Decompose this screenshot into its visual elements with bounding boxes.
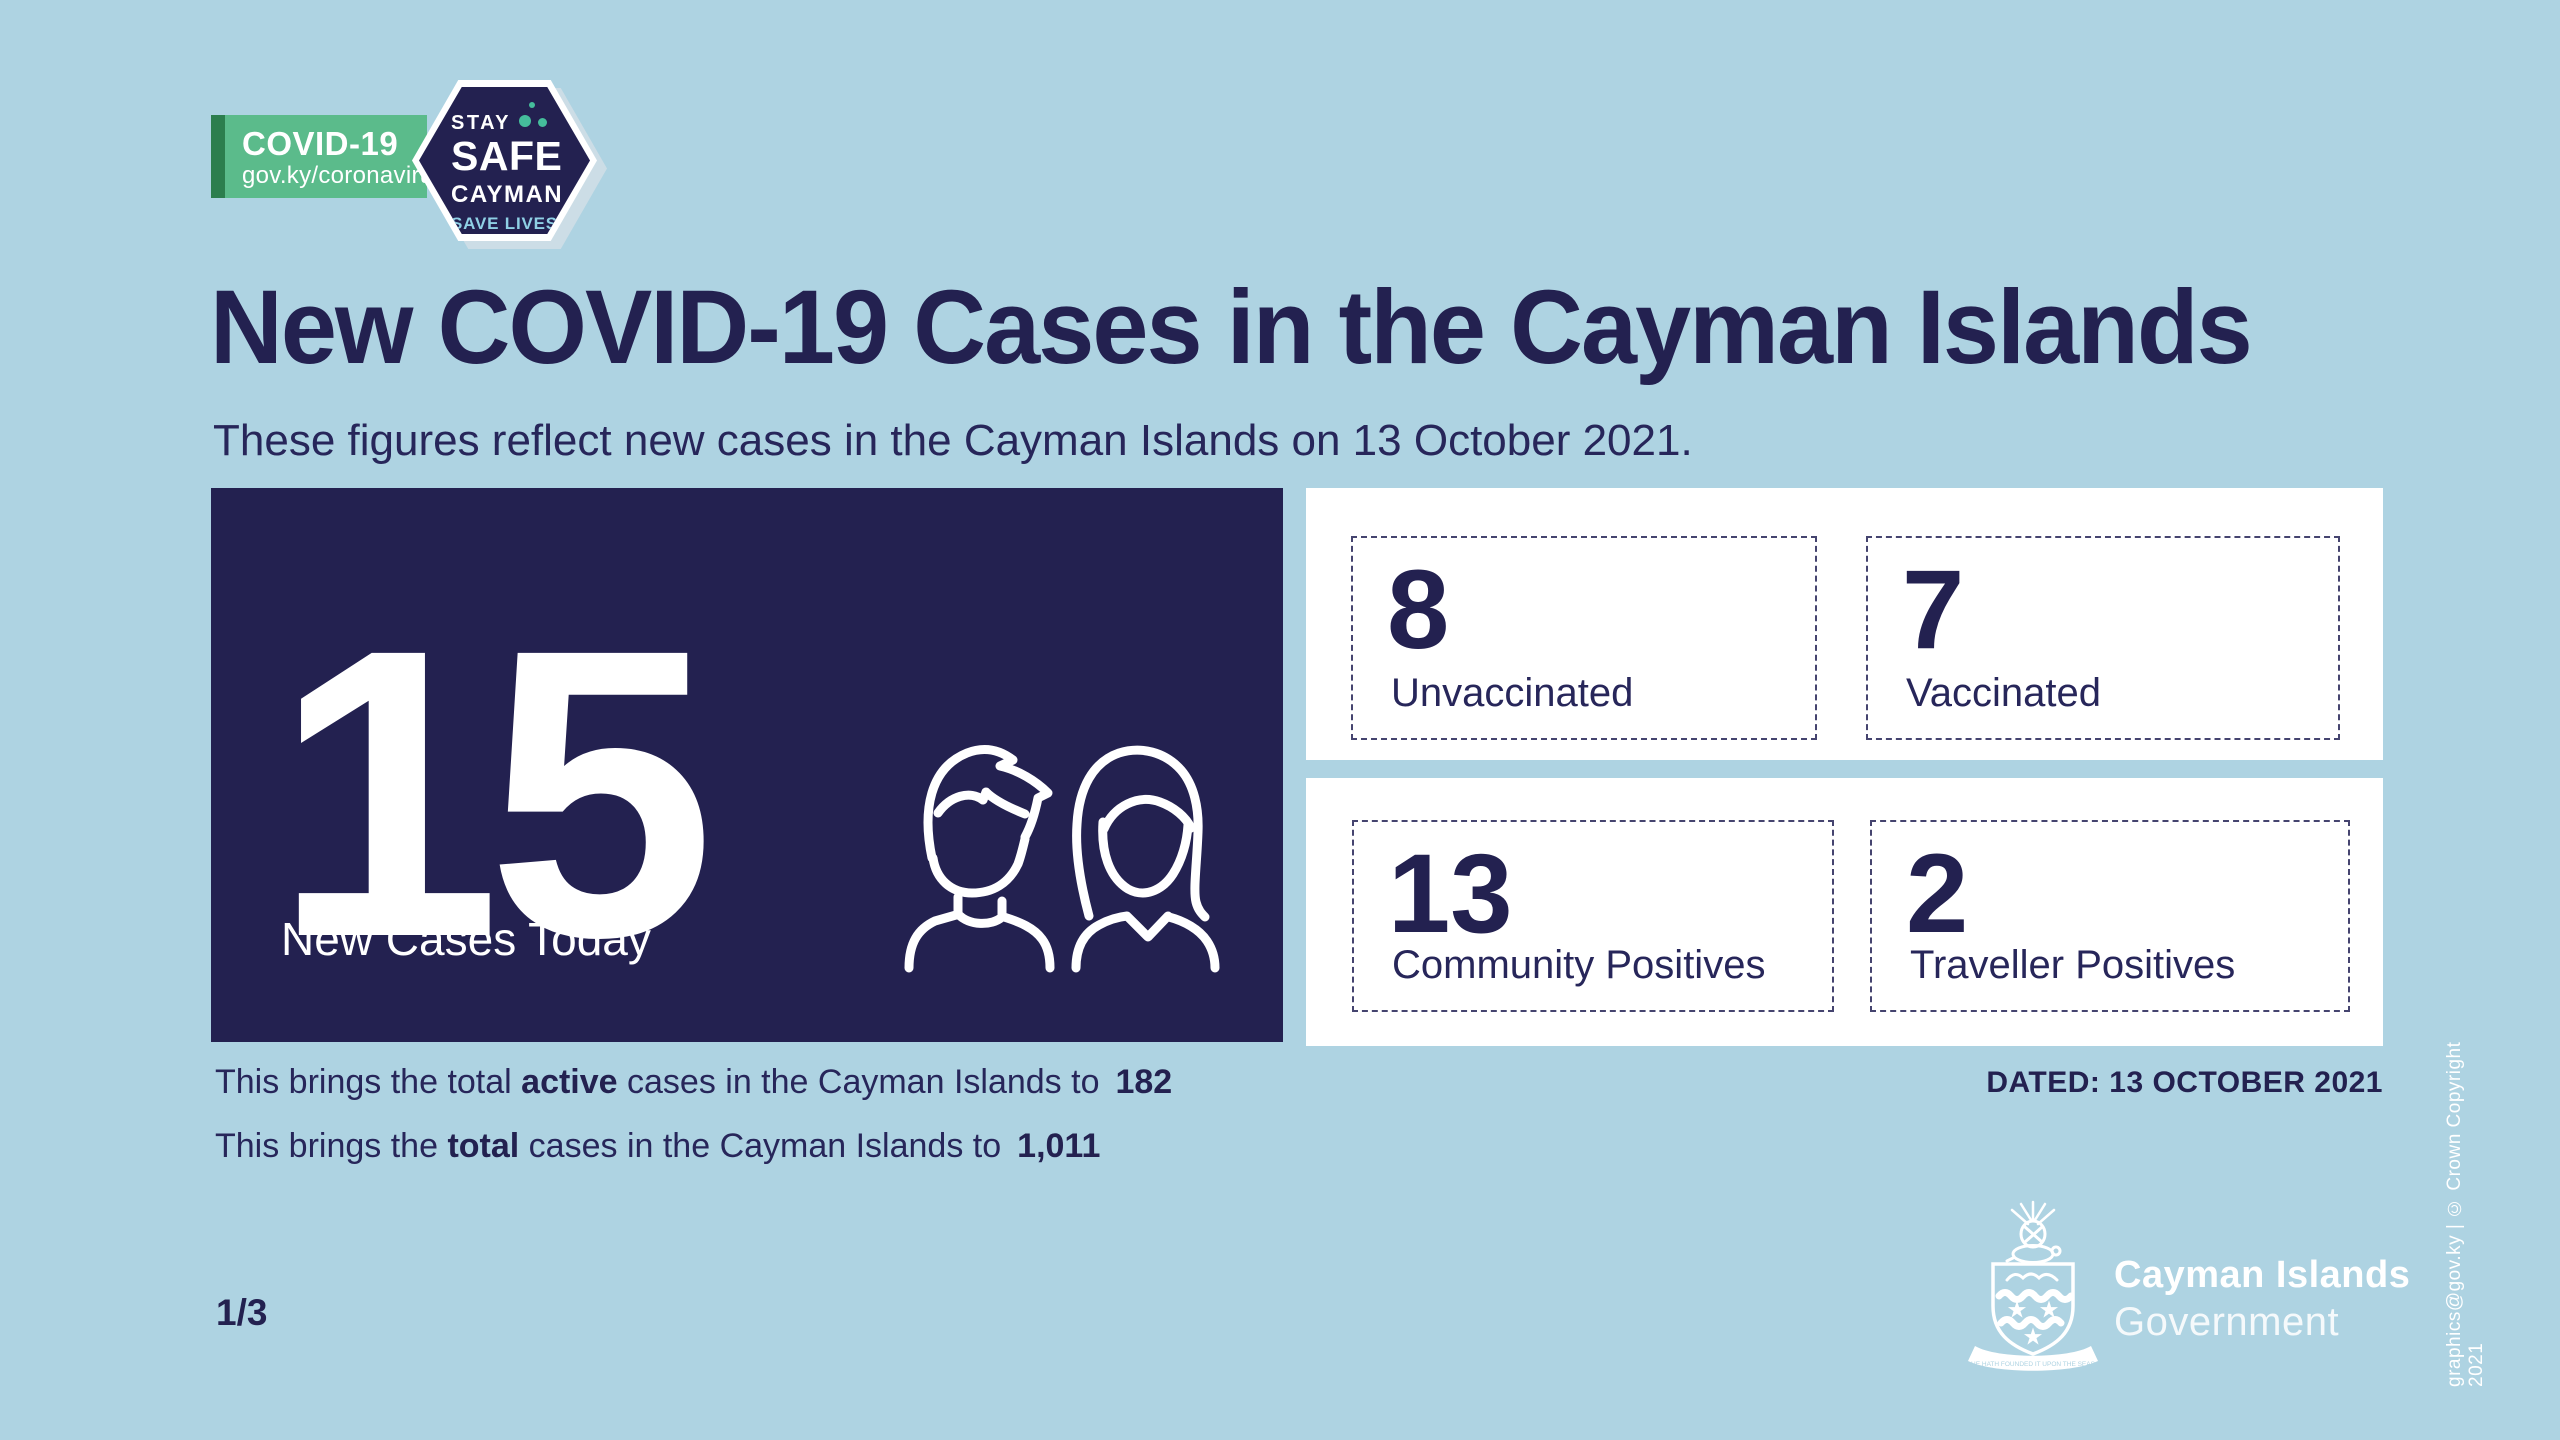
government-wordmark-line2: Government [2114, 1299, 2340, 1344]
people-icon [904, 745, 1220, 973]
stat-card-vaccinated: 7 Vaccinated [1866, 536, 2340, 740]
positives-stats-panel: 13 Community Positives 2 Traveller Posit… [1306, 778, 2383, 1046]
stat-value: 8 [1387, 547, 1450, 672]
bubble-dot-icon [538, 118, 547, 127]
page-indicator: 1/3 [216, 1292, 268, 1333]
bubble-dot-icon [529, 102, 535, 108]
vaccination-stats-panel: 8 Unvaccinated 7 Vaccinated [1306, 488, 2383, 760]
new-cases-value: 15 [273, 564, 715, 1022]
bubble-dot-icon [519, 115, 531, 127]
crest-motto: HE HATH FOUNDED IT UPON THE SEAS [1971, 1361, 2096, 1368]
all-cases-total: 1,011 [1017, 1127, 1101, 1165]
copyright-vertical-text: graphics@gov.ky | © Crown Copyright 2021 [2444, 1041, 2487, 1387]
stat-value: 7 [1902, 547, 1965, 672]
banner-fold-edge [211, 115, 225, 198]
summary-text: cases in the Cayman Islands to [519, 1127, 1002, 1165]
active-cases-total: 182 [1115, 1063, 1173, 1101]
badge-line-safe: SAFE [451, 133, 563, 179]
stay-safe-cayman-badge: STAY SAFE CAYMAN SAVE LIVES [412, 80, 597, 241]
new-cases-hero-card: 15 New Cases Today [211, 488, 1283, 1042]
active-cases-summary: This brings the total active cases in th… [215, 1063, 1172, 1102]
summary-text: This brings the [215, 1127, 448, 1165]
hexagon-outline: STAY SAFE CAYMAN SAVE LIVES [412, 80, 597, 241]
summary-bold: total [447, 1127, 520, 1165]
stat-label: Vaccinated [1906, 671, 2101, 715]
page-subtitle: These figures reflect new cases in the C… [213, 416, 1693, 465]
banner-url: gov.ky/coronavirus [242, 162, 446, 189]
dated-stamp: DATED: 13 OCTOBER 2021 [1986, 1066, 2383, 1099]
badge-line-stay: STAY [451, 112, 512, 134]
page-title: New COVID-19 Cases in the Cayman Islands [210, 269, 2253, 386]
stat-label: Unvaccinated [1391, 671, 1634, 715]
summary-bold: active [521, 1063, 618, 1101]
government-wordmark: Cayman Islands Government [2114, 1252, 2410, 1344]
badge-text-block: STAY SAFE CAYMAN SAVE LIVES [451, 113, 563, 232]
total-cases-summary: This brings the total cases in the Cayma… [215, 1127, 1100, 1166]
stat-label: Traveller Positives [1910, 943, 2236, 987]
new-cases-label: New Cases Today [281, 913, 651, 965]
stat-value: 13 [1388, 831, 1513, 956]
cayman-coat-of-arms-icon: HE HATH FOUNDED IT UPON THE SEAS [1968, 1200, 2098, 1371]
covid19-banner: COVID-19 gov.ky/coronavirus [211, 115, 445, 198]
banner-title: COVID-19 [242, 125, 399, 162]
government-wordmark-line1: Cayman Islands [2114, 1254, 2411, 1296]
stat-label: Community Positives [1392, 943, 1766, 987]
stat-card-unvaccinated: 8 Unvaccinated [1351, 536, 1817, 740]
summary-text: cases in the Cayman Islands to [617, 1063, 1100, 1101]
summary-text: This brings the total [215, 1063, 522, 1101]
hexagon-inner: STAY SAFE CAYMAN SAVE LIVES [419, 87, 590, 234]
stat-value: 2 [1906, 831, 1969, 956]
badge-line-save-lives: SAVE LIVES [451, 214, 558, 233]
stat-card-community-positives: 13 Community Positives [1352, 820, 1834, 1012]
stat-card-traveller-positives: 2 Traveller Positives [1870, 820, 2350, 1012]
badge-line-cayman: CAYMAN [451, 181, 564, 208]
